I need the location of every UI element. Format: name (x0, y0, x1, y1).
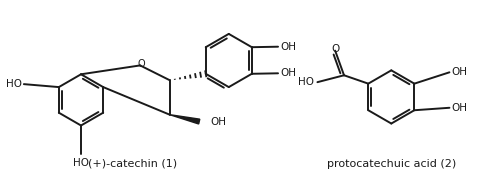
Polygon shape (170, 115, 200, 124)
Text: HO: HO (298, 77, 314, 87)
Text: OH: OH (280, 68, 296, 78)
Text: OH: OH (210, 117, 226, 126)
Text: OH: OH (452, 103, 468, 113)
Text: O: O (331, 44, 340, 54)
Text: (+)-catechin (1): (+)-catechin (1) (88, 159, 177, 169)
Text: protocatechuic acid (2): protocatechuic acid (2) (326, 159, 456, 169)
Text: OH: OH (280, 42, 296, 52)
Text: OH: OH (452, 67, 468, 77)
Text: HO: HO (73, 158, 89, 168)
Text: HO: HO (6, 79, 22, 89)
Text: O: O (138, 60, 145, 69)
